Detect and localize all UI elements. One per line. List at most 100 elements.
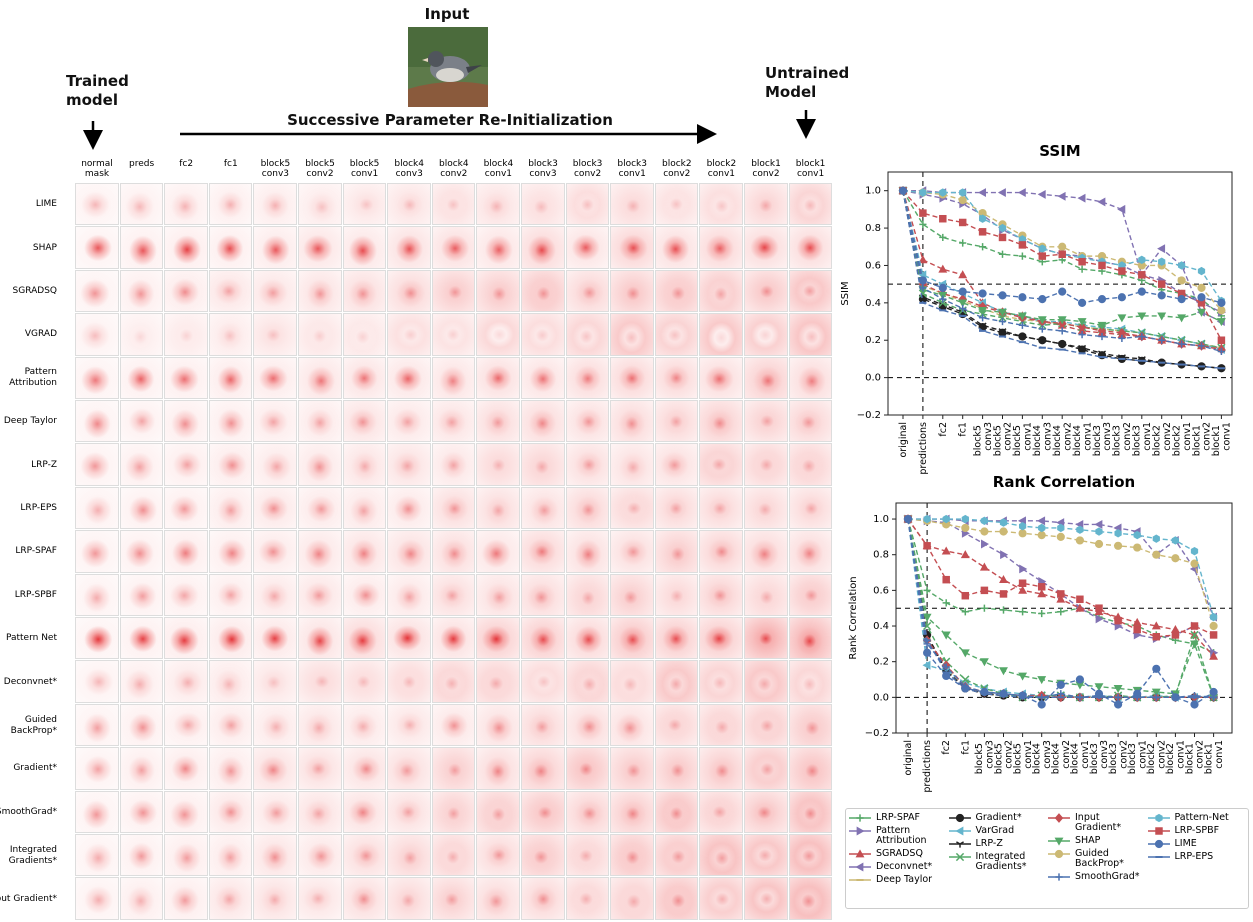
marker — [1057, 590, 1065, 598]
column-header: normal mask — [81, 159, 113, 179]
marker — [1132, 617, 1142, 626]
marker — [1054, 849, 1064, 859]
marker — [999, 518, 1008, 527]
marker — [958, 270, 968, 279]
heatmap-cell — [654, 313, 699, 356]
row-label: Gradient* — [13, 763, 57, 774]
heatmap-cell — [75, 573, 119, 616]
marker — [1190, 700, 1199, 709]
x-tick-label: block5 conv2 — [993, 740, 1014, 774]
x-tick-label: block3 conv1 — [1131, 422, 1152, 456]
heatmap-cell — [521, 703, 565, 747]
legend-label: Integrated Gradients* — [975, 851, 1027, 872]
marker — [998, 328, 1007, 335]
x-tick-label: block4 conv3 — [1032, 422, 1053, 456]
marker — [1114, 616, 1122, 625]
heatmap-cell — [208, 573, 253, 616]
marker — [1037, 516, 1046, 526]
marker — [1171, 536, 1180, 545]
heatmap-cell — [253, 834, 297, 877]
y-tick-label: 0.0 — [873, 692, 889, 703]
arrow-label: Successive Parameter Re-Initialization — [287, 111, 613, 129]
y-tick-label: 0.2 — [873, 657, 889, 668]
row-label: SmoothGrad* — [0, 806, 57, 817]
heatmap-cell — [610, 356, 654, 399]
heatmap-cell — [164, 313, 208, 356]
marker — [1138, 332, 1146, 341]
marker — [1038, 244, 1046, 253]
heatmap-cell — [208, 400, 253, 443]
heatmap-cell — [208, 356, 253, 399]
heatmap-cell — [164, 573, 208, 616]
heatmap-cell — [521, 486, 565, 530]
x-tick-label: predictions — [922, 740, 933, 793]
heatmap-cell — [75, 617, 119, 660]
heatmap-cell — [164, 183, 208, 226]
heatmap-cell — [610, 660, 654, 703]
marker — [1217, 336, 1226, 344]
trained-label: Trained model — [66, 72, 129, 109]
heatmap-cell — [744, 269, 788, 313]
heatmap-cell — [387, 356, 431, 399]
heatmap-cell — [610, 443, 654, 486]
heatmap-cell — [744, 617, 788, 660]
heatmap-cell — [788, 747, 833, 790]
heatmap-cell — [744, 183, 788, 226]
heatmap-cell — [565, 573, 610, 616]
marker — [979, 243, 987, 251]
legend-swatch — [849, 862, 871, 872]
heatmap-cell — [610, 573, 654, 616]
heatmap-cell — [565, 356, 610, 399]
y-tick-label: 0.6 — [865, 260, 881, 271]
legend-label: SmoothGrad* — [1075, 871, 1140, 882]
marker — [1018, 672, 1028, 681]
heatmap-cell — [788, 226, 833, 269]
heatmap-cell — [521, 443, 565, 486]
marker — [1038, 295, 1047, 304]
heatmap-cell — [387, 269, 431, 313]
x-tick-label: block1 conv1 — [1203, 740, 1224, 774]
input-label: Input — [424, 5, 470, 23]
marker — [942, 599, 950, 607]
heatmap-cell — [119, 703, 164, 747]
x-tick-label: block5 conv1 — [1012, 740, 1033, 774]
heatmap-cell — [208, 530, 253, 573]
heatmap-cell — [610, 183, 654, 226]
heatmap-cell — [75, 226, 119, 269]
marker — [941, 546, 951, 555]
x-tick-label: predictions — [917, 422, 928, 475]
heatmap-cell — [164, 617, 208, 660]
x-tick-label: block5 conv3 — [972, 422, 993, 456]
heatmap-cell — [298, 877, 342, 920]
heatmap-cell — [208, 443, 253, 486]
marker — [939, 188, 947, 197]
row-label: LRP-SPAF — [15, 546, 57, 557]
x-tick-label: block1 conv1 — [1211, 422, 1232, 456]
legend-label: LIME — [1174, 838, 1197, 849]
heatmap-cell — [75, 313, 119, 356]
heatmap-cell — [431, 183, 476, 226]
legend: LRP-SPAF Pattern Attribution SGRADSQ Deconv… — [845, 808, 1249, 909]
marker — [1078, 331, 1086, 339]
marker — [1158, 257, 1166, 266]
marker — [1178, 340, 1186, 348]
legend-swatch — [948, 813, 971, 823]
heatmap-cell — [654, 834, 699, 877]
legend-swatch — [849, 879, 871, 881]
heatmap-cell — [164, 747, 208, 790]
heatmap-cell — [788, 356, 833, 399]
legend-label: Deep Taylor — [876, 874, 933, 885]
heatmap-cell — [253, 703, 297, 747]
marker — [1138, 271, 1146, 279]
heatmap-cell — [253, 617, 297, 660]
heatmap-cell — [565, 703, 610, 747]
heatmap-cell — [744, 226, 788, 269]
heatmap-cell — [699, 834, 743, 877]
marker — [1151, 688, 1161, 697]
legend-label: SHAP — [1075, 835, 1101, 846]
heatmap-cell — [253, 400, 297, 443]
marker — [1133, 625, 1141, 634]
x-tick-label: block3 conv2 — [1111, 422, 1132, 456]
heatmap-cell — [75, 530, 119, 573]
heatmap-cell — [119, 400, 164, 443]
